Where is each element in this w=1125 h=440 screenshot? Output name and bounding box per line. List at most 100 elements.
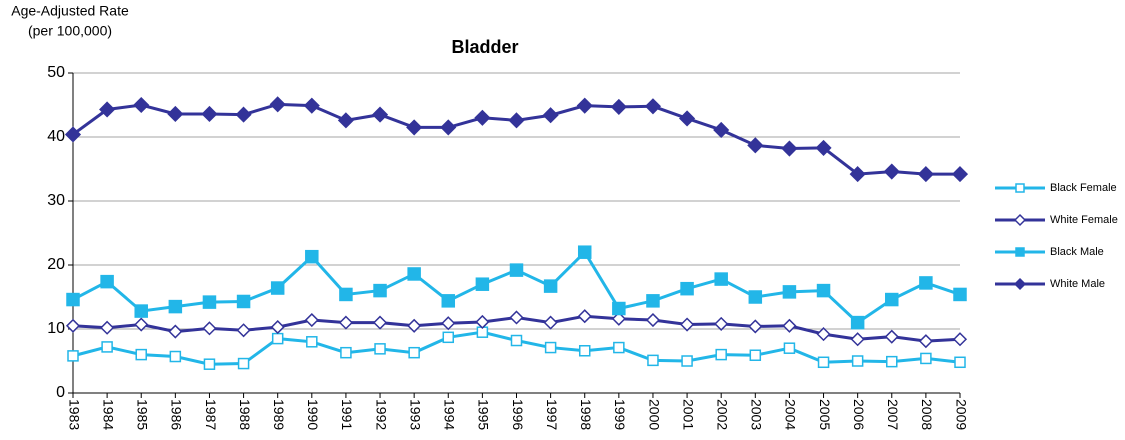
marker bbox=[372, 315, 388, 330]
marker bbox=[101, 341, 113, 353]
y-tick-label: 0 bbox=[56, 384, 65, 401]
marker bbox=[713, 121, 730, 139]
x-tick-label: 2002 bbox=[714, 399, 730, 430]
marker bbox=[236, 323, 251, 338]
marker bbox=[918, 334, 933, 349]
marker bbox=[269, 96, 286, 113]
marker bbox=[338, 315, 353, 330]
marker bbox=[816, 327, 831, 342]
marker bbox=[442, 331, 455, 344]
marker bbox=[134, 317, 149, 332]
marker bbox=[749, 349, 762, 361]
marker bbox=[1013, 277, 1027, 291]
marker bbox=[679, 110, 696, 127]
marker bbox=[647, 354, 659, 367]
marker bbox=[133, 96, 150, 114]
legend-label: White Female bbox=[1050, 214, 1118, 226]
x-tick-label: 1992 bbox=[373, 399, 389, 430]
x-tick-label: 1997 bbox=[544, 399, 560, 430]
marker bbox=[66, 292, 80, 307]
marker bbox=[919, 276, 933, 290]
marker bbox=[135, 348, 147, 361]
x-tick-label: 2005 bbox=[817, 399, 833, 430]
x-tick-label: 2008 bbox=[919, 399, 935, 430]
marker bbox=[201, 105, 218, 123]
marker bbox=[303, 97, 320, 114]
x-tick-label: 1994 bbox=[442, 399, 458, 430]
marker bbox=[951, 166, 969, 183]
marker bbox=[407, 267, 421, 281]
marker bbox=[850, 332, 865, 347]
y-tick-label: 40 bbox=[47, 128, 65, 145]
marker bbox=[1015, 183, 1025, 193]
marker bbox=[475, 314, 490, 330]
marker bbox=[65, 318, 81, 333]
marker bbox=[952, 332, 968, 347]
marker bbox=[610, 98, 627, 115]
marker bbox=[134, 304, 148, 318]
x-tick-label: 2003 bbox=[749, 399, 765, 430]
y-tick-label: 10 bbox=[47, 320, 65, 337]
marker bbox=[954, 356, 966, 369]
x-tick-label: 2007 bbox=[885, 399, 901, 430]
marker bbox=[508, 112, 525, 129]
marker bbox=[542, 107, 559, 124]
y-axis-label: Age-Adjusted Rate bbox=[11, 3, 129, 19]
marker bbox=[306, 336, 318, 348]
marker bbox=[203, 358, 216, 370]
x-tick-label: 1990 bbox=[305, 399, 321, 430]
marker bbox=[475, 277, 490, 291]
marker bbox=[714, 272, 728, 286]
marker bbox=[509, 310, 524, 325]
marker bbox=[510, 334, 523, 347]
x-tick-label: 1985 bbox=[135, 399, 151, 430]
marker bbox=[236, 294, 251, 309]
chart-title: Bladder bbox=[451, 37, 518, 57]
marker bbox=[680, 317, 695, 332]
marker bbox=[1015, 247, 1025, 257]
marker bbox=[543, 315, 558, 330]
x-tick-label: 1984 bbox=[100, 399, 116, 430]
marker bbox=[340, 346, 352, 359]
marker bbox=[67, 350, 79, 362]
marker bbox=[748, 319, 763, 334]
marker bbox=[577, 245, 592, 259]
marker bbox=[920, 352, 932, 365]
marker bbox=[576, 97, 593, 114]
x-tick-label: 2001 bbox=[680, 399, 696, 430]
marker bbox=[851, 355, 864, 367]
marker bbox=[883, 163, 900, 180]
x-tick-label: 2009 bbox=[953, 399, 969, 430]
marker bbox=[441, 316, 456, 331]
legend-label: Black Male bbox=[1050, 246, 1104, 258]
marker bbox=[714, 316, 729, 331]
marker bbox=[440, 119, 457, 136]
marker bbox=[680, 281, 694, 296]
x-tick-label: 1986 bbox=[169, 399, 185, 430]
y-tick-label: 50 bbox=[47, 64, 65, 81]
marker bbox=[815, 139, 832, 156]
marker bbox=[100, 274, 114, 289]
marker bbox=[885, 292, 899, 307]
y-tick-label: 30 bbox=[47, 192, 65, 209]
marker bbox=[611, 311, 626, 326]
marker bbox=[645, 312, 661, 328]
marker bbox=[782, 285, 797, 299]
x-tick-label: 1989 bbox=[271, 399, 287, 430]
marker bbox=[202, 321, 217, 336]
marker bbox=[235, 106, 252, 123]
marker bbox=[577, 309, 592, 324]
y-axis-label: (per 100,000) bbox=[28, 23, 112, 39]
marker bbox=[305, 249, 319, 264]
marker bbox=[781, 140, 798, 157]
marker bbox=[953, 287, 967, 302]
marker bbox=[237, 357, 250, 370]
marker bbox=[167, 105, 184, 123]
x-tick-label: 1998 bbox=[578, 399, 594, 430]
legend-label: Black Female bbox=[1050, 182, 1117, 194]
marker bbox=[1013, 213, 1027, 227]
marker bbox=[168, 299, 183, 314]
marker bbox=[917, 166, 934, 183]
x-tick-label: 1987 bbox=[203, 399, 219, 430]
marker bbox=[509, 263, 524, 277]
